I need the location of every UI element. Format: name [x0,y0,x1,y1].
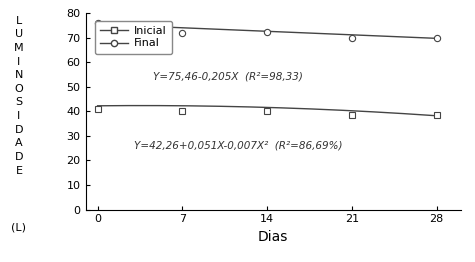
Text: N: N [15,70,23,80]
Text: (L): (L) [11,223,27,233]
Text: E: E [16,166,22,176]
Text: Y=75,46-0,205X  (R²=98,33): Y=75,46-0,205X (R²=98,33) [153,72,303,82]
Text: U: U [15,29,23,39]
Text: L: L [16,16,22,26]
Text: D: D [15,152,23,162]
Legend: Inicial, Final: Inicial, Final [95,21,172,54]
Text: M: M [14,43,24,53]
Text: A: A [15,138,23,148]
Text: D: D [15,125,23,135]
Text: S: S [15,97,23,107]
X-axis label: Dias: Dias [258,230,288,244]
Text: I: I [18,111,20,121]
Text: O: O [15,84,23,94]
Text: Y=42,26+0,051X-0,007X²  (R²=86,69%): Y=42,26+0,051X-0,007X² (R²=86,69%) [134,141,343,151]
Text: I: I [18,57,20,67]
